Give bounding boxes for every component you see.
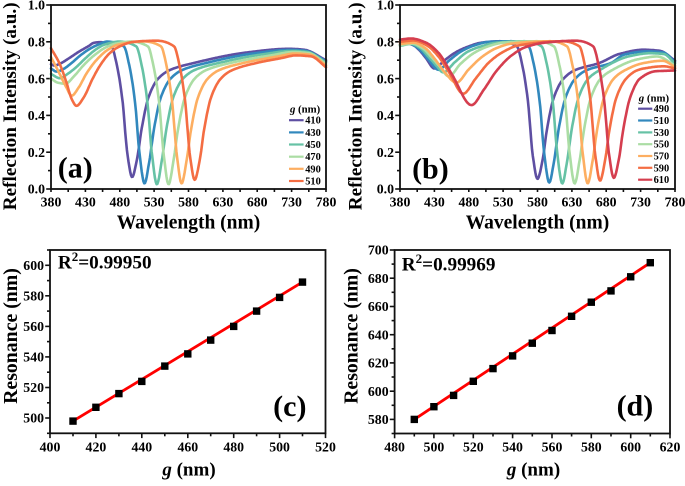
svg-text:530: 530	[654, 128, 670, 139]
svg-text:600: 600	[23, 258, 44, 273]
svg-text:550: 550	[654, 140, 670, 151]
svg-text:380: 380	[390, 195, 411, 210]
svg-text:510: 510	[305, 177, 321, 188]
svg-text:g (nm): g (nm)	[289, 104, 321, 116]
svg-text:620: 620	[660, 440, 681, 455]
svg-text:Wavelength (nm): Wavelength (nm)	[466, 213, 610, 234]
svg-text:0.4: 0.4	[377, 108, 394, 123]
svg-text:600: 600	[368, 384, 389, 399]
svg-text:540: 540	[502, 440, 523, 455]
svg-text:580: 580	[178, 195, 199, 210]
svg-text:640: 640	[368, 327, 389, 342]
svg-text:0.6: 0.6	[377, 71, 394, 86]
svg-text:480: 480	[458, 195, 479, 210]
svg-text:400: 400	[40, 440, 61, 455]
svg-text:g (nm): g (nm)	[161, 460, 215, 481]
svg-text:530: 530	[144, 195, 165, 210]
svg-text:680: 680	[596, 195, 617, 210]
svg-text:500: 500	[269, 440, 290, 455]
svg-text:Reflection Intensity (a.u.): Reflection Intensity (a.u.)	[346, 2, 367, 210]
svg-text:Wavelength (nm): Wavelength (nm)	[117, 213, 261, 234]
svg-text:Reflection Intensity (a.u.): Reflection Intensity (a.u.)	[0, 2, 21, 210]
svg-text:g (nm): g (nm)	[638, 93, 670, 105]
svg-text:490: 490	[305, 164, 321, 175]
svg-text:520: 520	[315, 440, 336, 455]
svg-text:430: 430	[305, 128, 321, 139]
svg-text:490: 490	[654, 104, 670, 115]
svg-text:580: 580	[23, 289, 44, 304]
svg-text:(d): (d)	[617, 390, 654, 423]
svg-text:610: 610	[654, 175, 670, 186]
svg-text:580: 580	[581, 440, 602, 455]
svg-text:580: 580	[368, 412, 389, 427]
svg-text:0.2: 0.2	[28, 145, 45, 160]
svg-text:430: 430	[75, 195, 96, 210]
svg-text:680: 680	[247, 195, 268, 210]
svg-text:0.8: 0.8	[28, 35, 45, 50]
svg-text:R2=0.99969: R2=0.99969	[402, 251, 496, 276]
svg-text:470: 470	[305, 152, 321, 163]
svg-text:440: 440	[131, 440, 152, 455]
svg-text:0.8: 0.8	[377, 35, 394, 50]
svg-text:1.0: 1.0	[377, 0, 394, 13]
svg-text:540: 540	[23, 350, 44, 365]
svg-text:Resonance (nm): Resonance (nm)	[341, 268, 363, 404]
svg-text:0.0: 0.0	[377, 182, 394, 197]
svg-text:0.2: 0.2	[377, 145, 394, 160]
svg-text:730: 730	[630, 195, 651, 210]
svg-text:780: 780	[665, 195, 685, 210]
svg-text:(c): (c)	[273, 390, 306, 423]
svg-text:0.4: 0.4	[28, 108, 45, 123]
svg-text:700: 700	[368, 243, 389, 258]
svg-text:500: 500	[23, 411, 44, 426]
svg-text:430: 430	[424, 195, 445, 210]
svg-text:730: 730	[281, 195, 302, 210]
svg-text:520: 520	[23, 380, 44, 395]
svg-text:480: 480	[384, 440, 405, 455]
svg-text:500: 500	[424, 440, 445, 455]
svg-text:680: 680	[368, 271, 389, 286]
svg-text:780: 780	[316, 195, 337, 210]
svg-text:(a): (a)	[58, 152, 93, 185]
svg-text:460: 460	[177, 440, 198, 455]
svg-text:580: 580	[527, 195, 548, 210]
svg-text:520: 520	[463, 440, 484, 455]
svg-text:560: 560	[23, 319, 44, 334]
svg-text:510: 510	[654, 116, 670, 127]
svg-text:(b): (b)	[412, 153, 449, 186]
svg-text:0.6: 0.6	[28, 71, 45, 86]
svg-text:660: 660	[368, 299, 389, 314]
svg-text:590: 590	[654, 163, 670, 174]
svg-text:480: 480	[109, 195, 130, 210]
svg-text:570: 570	[654, 152, 670, 163]
svg-text:Resonance (nm): Resonance (nm)	[0, 268, 22, 404]
svg-text:380: 380	[41, 195, 62, 210]
svg-text:R2=0.99950: R2=0.99950	[58, 249, 152, 274]
svg-text:0.0: 0.0	[28, 182, 45, 197]
svg-text:1.0: 1.0	[28, 0, 45, 13]
svg-text:620: 620	[368, 356, 389, 371]
svg-text:450: 450	[305, 140, 321, 151]
svg-text:530: 530	[493, 195, 514, 210]
svg-text:410: 410	[305, 116, 321, 127]
svg-text:560: 560	[542, 440, 563, 455]
svg-text:630: 630	[213, 195, 234, 210]
svg-text:480: 480	[223, 440, 244, 455]
svg-text:600: 600	[620, 440, 641, 455]
svg-text:g (nm): g (nm)	[506, 460, 560, 481]
svg-text:420: 420	[86, 440, 107, 455]
svg-text:630: 630	[562, 195, 583, 210]
